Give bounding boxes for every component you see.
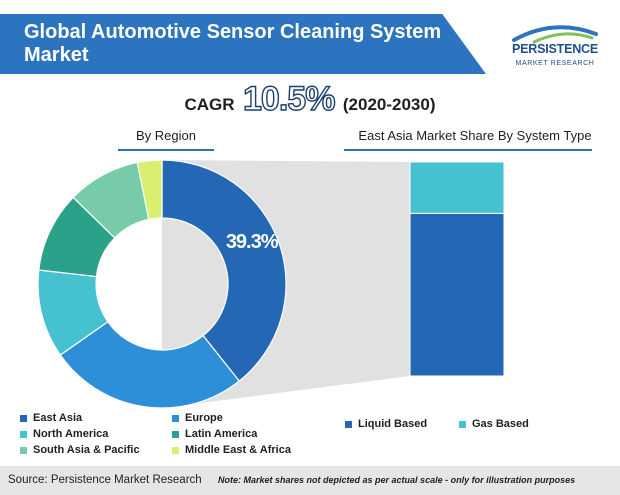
legend-label: Liquid Based <box>358 418 428 430</box>
bar-subtitle-underline <box>344 149 592 151</box>
legend-label: Europe <box>185 412 223 424</box>
legend-swatch <box>172 446 179 454</box>
legend-item: South Asia & Pacific <box>20 444 140 456</box>
bar-subtitle: East Asia Market Share By System Type <box>358 128 592 143</box>
donut-slice-east-asia <box>161 159 287 382</box>
bar-segment-liquid-based <box>409 212 505 377</box>
legend-label: North America <box>33 428 109 440</box>
legend-swatch <box>172 430 179 438</box>
donut-data-label: 39.3% <box>226 231 279 253</box>
legend-swatch <box>20 430 27 438</box>
legend-swatch <box>345 420 352 428</box>
donut-slice-europe <box>59 320 241 409</box>
legend-item: Latin America <box>172 428 257 440</box>
legend-label: South Asia & Pacific <box>33 444 140 456</box>
legend-item: East Asia <box>20 412 82 424</box>
title-banner: Global Automotive Sensor Cleaning System… <box>0 14 486 74</box>
legend-swatch <box>172 414 179 422</box>
cagr-label: CAGR <box>184 95 235 114</box>
cagr-period: (2020-2030) <box>342 95 436 114</box>
brand-name: PERSISTENCE <box>511 42 598 56</box>
cagr-row: CAGR 10.5% (2020-2030) <box>0 79 620 119</box>
legend-swatch <box>20 414 27 422</box>
bar-legend-item: Liquid Based <box>345 418 427 430</box>
logo-swoosh-icon <box>512 25 598 44</box>
brand-logo: PERSISTENCE MARKET RESEARCH <box>496 22 614 76</box>
legend-item: Middle East & Africa <box>172 444 291 456</box>
source-text: Source: Persistence Market Research <box>8 474 202 486</box>
legend-item: Europe <box>172 412 223 424</box>
brand-subtitle: MARKET RESEARCH <box>515 60 595 67</box>
chart-title: Global Automotive Sensor Cleaning System… <box>24 21 442 66</box>
legend-label: East Asia <box>33 412 83 424</box>
legend-label: Gas Based <box>472 418 529 430</box>
donut-slice-middle-east-africa <box>136 159 163 221</box>
legend-swatch <box>459 420 466 428</box>
footer: Source: Persistence Market Research Note… <box>0 466 620 495</box>
donut-subtitle-underline <box>118 149 214 151</box>
legend-item: North America <box>20 428 108 440</box>
bar-segment-gas-based <box>409 161 505 214</box>
legend-label: Latin America <box>185 428 258 440</box>
donut-subtitle: By Region <box>136 128 196 143</box>
note-text: Note: Market shares not depicted as per … <box>218 475 576 485</box>
bar-legend-item: Gas Based <box>459 418 529 430</box>
legend-label: Middle East & Africa <box>185 444 291 456</box>
legend-swatch <box>20 446 27 454</box>
cagr-value: 10.5% <box>242 79 336 118</box>
